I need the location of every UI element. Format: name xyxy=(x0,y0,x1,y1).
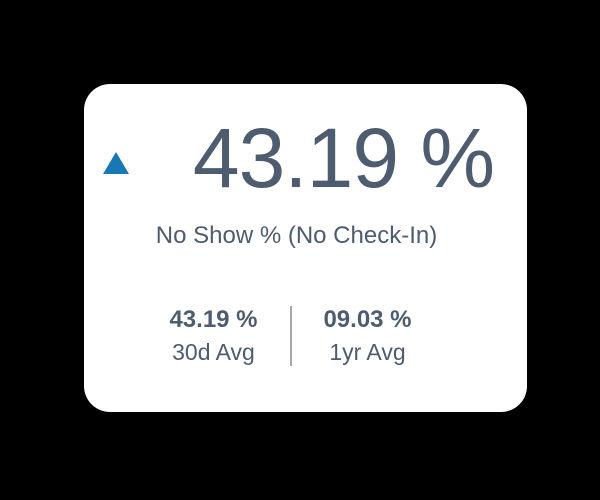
stat-30d-avg: 43.19 % 30d Avg xyxy=(138,306,290,366)
metric-value-row: 43.19 % xyxy=(84,116,527,200)
stats-row: 43.19 % 30d Avg 09.03 % 1yr Avg xyxy=(138,305,444,366)
metric-card: 43.19 % No Show % (No Check-In) 43.19 % … xyxy=(84,84,527,412)
trend-up-icon xyxy=(102,152,129,174)
stat-30d-avg-label: 30d Avg xyxy=(172,339,255,366)
stat-1yr-avg: 09.03 % 1yr Avg xyxy=(292,306,444,366)
stat-1yr-avg-value: 09.03 % xyxy=(323,305,412,333)
metric-value: 43.19 % xyxy=(192,111,495,205)
metric-subtitle: No Show % (No Check-In) xyxy=(155,222,438,249)
stats-divider xyxy=(289,305,292,366)
stat-30d-avg-value: 43.19 % xyxy=(169,305,258,333)
stat-1yr-avg-label: 1yr Avg xyxy=(329,339,406,366)
